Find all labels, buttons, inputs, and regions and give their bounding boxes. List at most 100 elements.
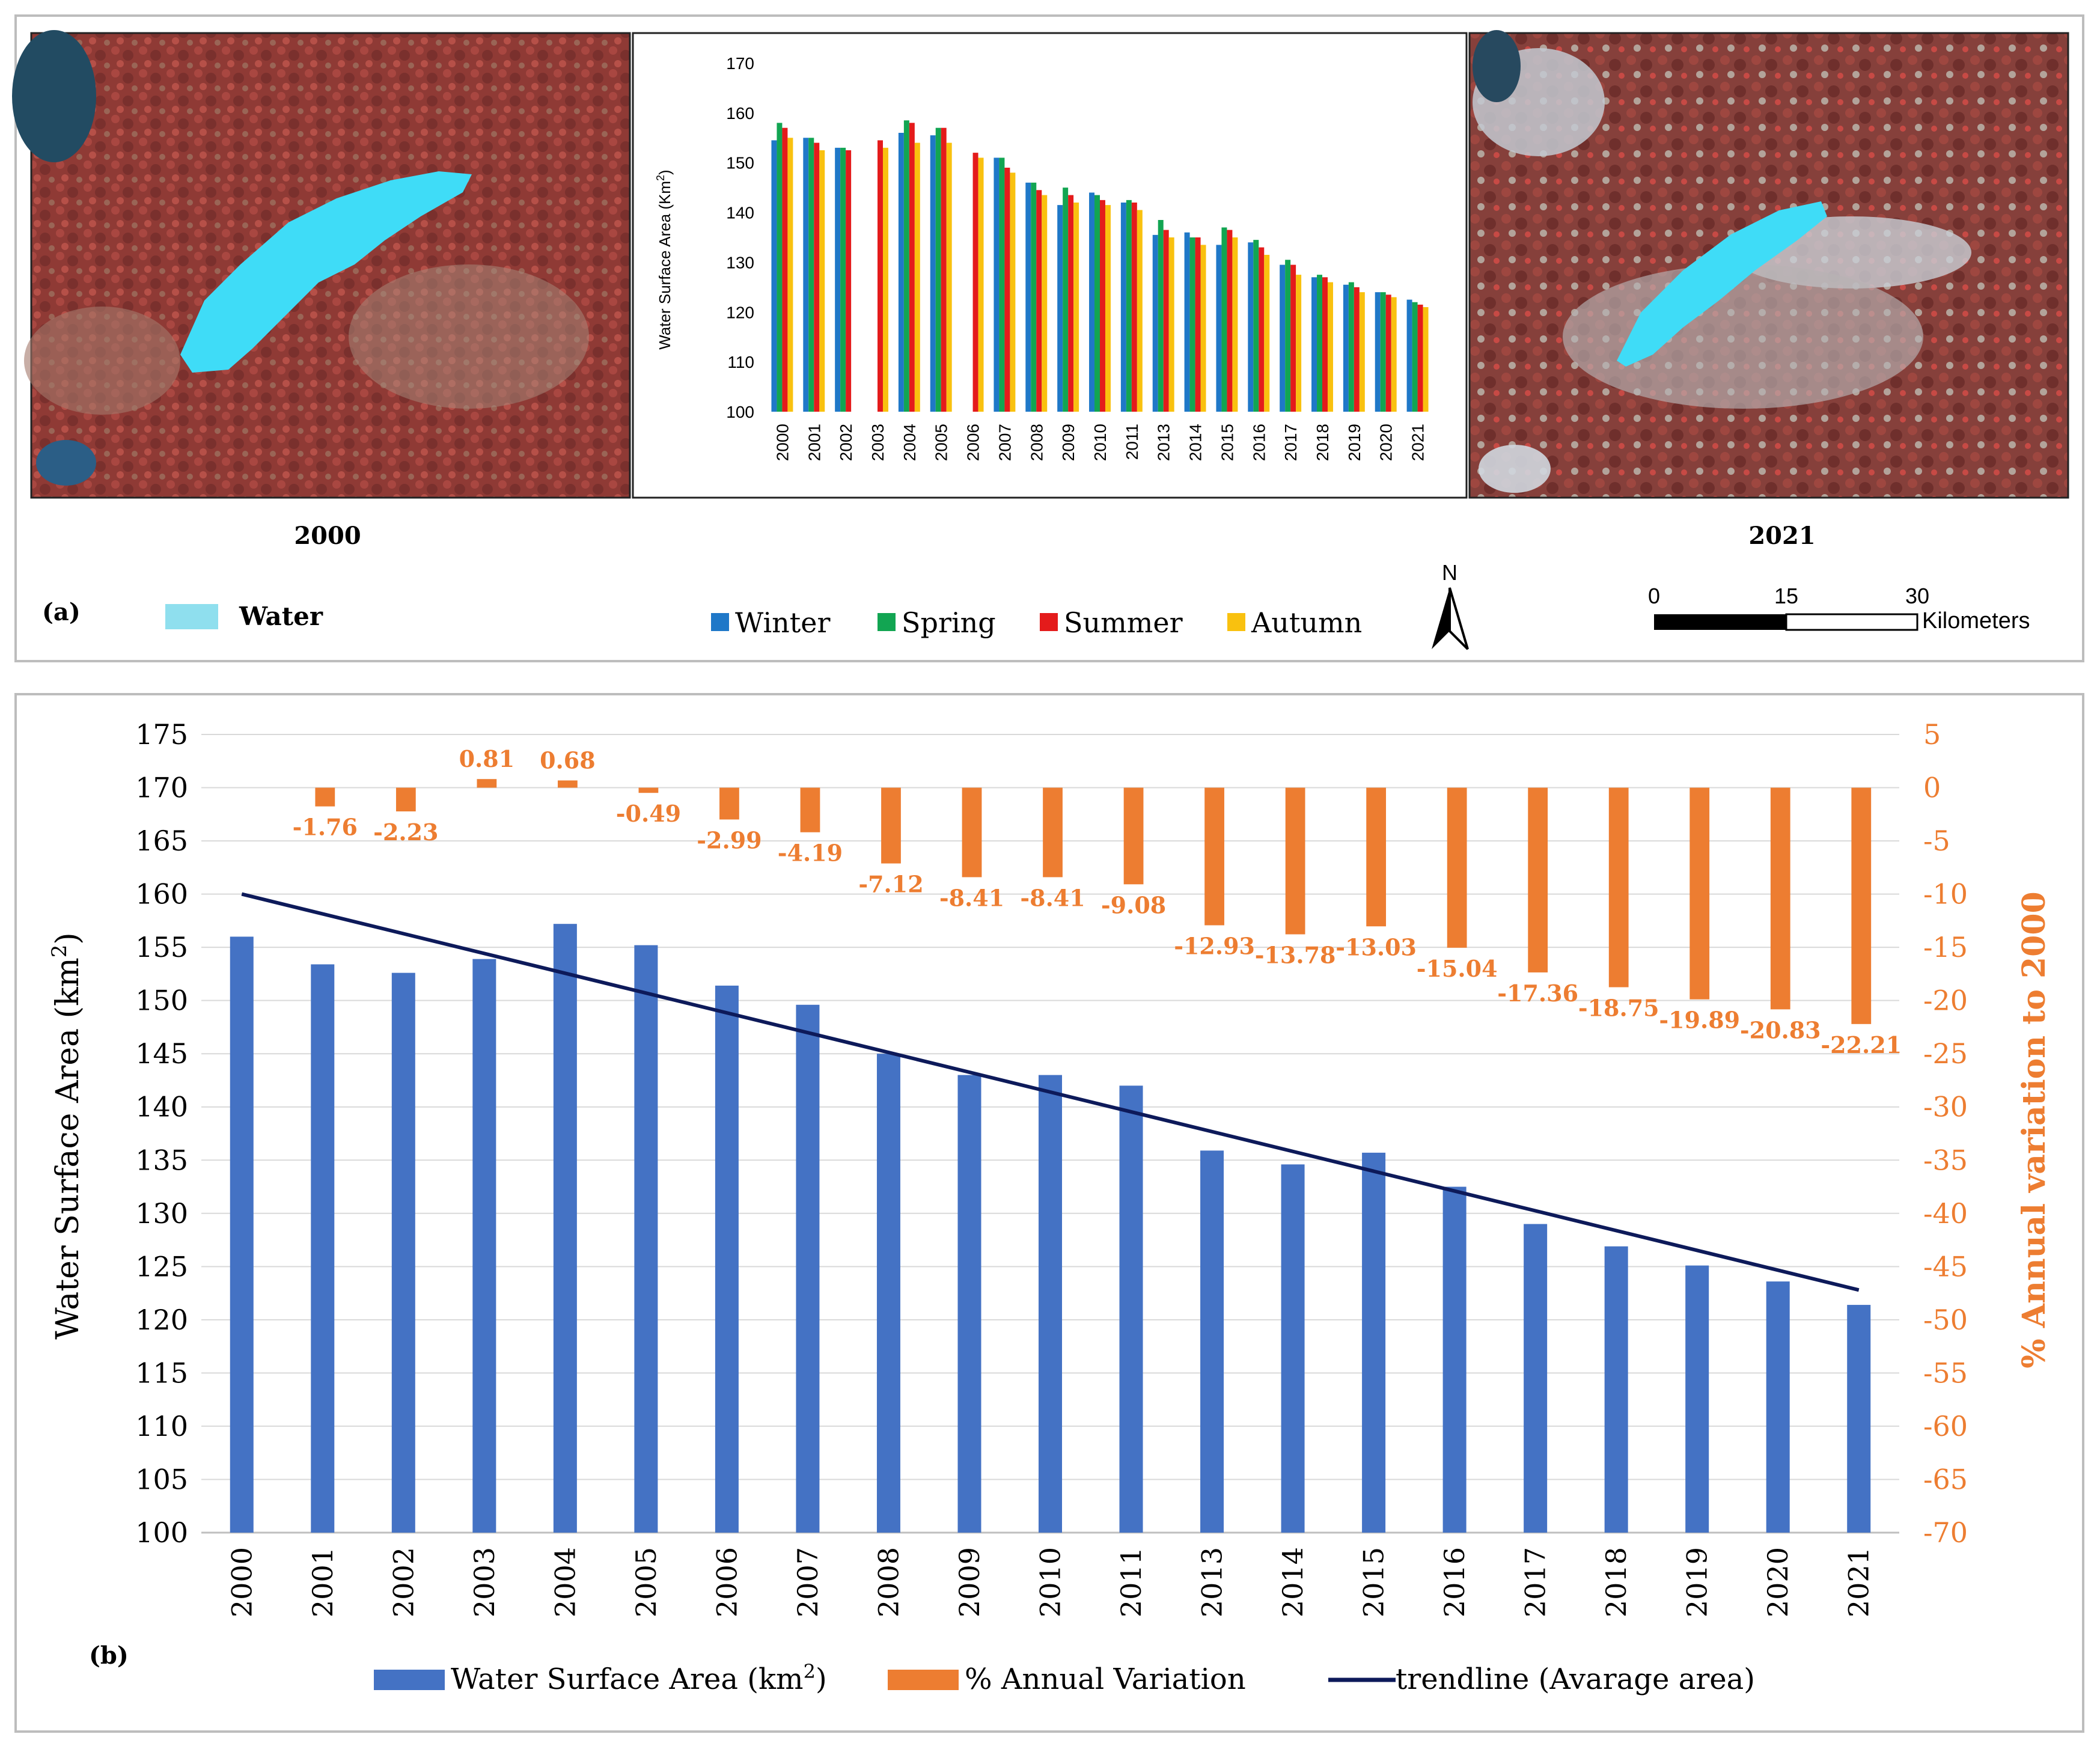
seasonal-x-tick-label: 2017 (1281, 424, 1300, 461)
main-y-tick-label: 125 (135, 1250, 188, 1283)
seasonal-bar-spring (999, 157, 1005, 412)
seasonal-bar-winter (1311, 277, 1317, 412)
area-bar (1362, 1152, 1386, 1533)
main-x-tick-label: 2001 (307, 1547, 339, 1617)
area-bar (391, 972, 415, 1533)
area-bar (553, 924, 577, 1533)
main-y2-tick-label: -5 (1923, 825, 1950, 857)
seasonal-bar-winter (1152, 234, 1158, 412)
seasonal-bar-winter (930, 135, 936, 412)
variation-data-label: -13.78 (1255, 942, 1336, 969)
main-x-tick-label: 2017 (1519, 1547, 1552, 1617)
seasonal-x-tick-label: 2009 (1059, 424, 1078, 461)
main-y-tick-label: 110 (135, 1410, 188, 1442)
water-body-2021 (1617, 201, 1827, 367)
seasonal-bar-winter (1248, 242, 1254, 412)
seasonal-bar-summer (1259, 247, 1265, 412)
area-bar (1685, 1265, 1709, 1533)
scale-tick-15: 15 (1774, 584, 1798, 608)
legend-label-winter: Winter (735, 606, 831, 639)
main-chart-y-axis-label: Water Surface Area (km2) (47, 932, 86, 1339)
seasonal-bar-winter (1216, 245, 1222, 412)
variation-bar (719, 787, 739, 820)
area-bar (876, 1054, 900, 1533)
variation-data-label: 0.81 (459, 745, 515, 772)
water-body-2000 (180, 171, 472, 373)
trendline (241, 892, 1860, 1292)
area-bar (957, 1075, 981, 1533)
seasonal-bar-summer (972, 153, 978, 412)
seasonal-bar-spring (777, 123, 783, 412)
seasonal-bar-autumn (1137, 210, 1143, 412)
scale-tick-0: 0 (1648, 584, 1660, 608)
area-bar (1038, 1075, 1063, 1533)
seasonal-x-tick-label: 2018 (1313, 424, 1332, 461)
main-x-tick-label: 2007 (792, 1547, 824, 1617)
main-x-tick-label: 2002 (387, 1547, 420, 1617)
legend-label-trendline: trendline (Avarage area) (1396, 1662, 1755, 1696)
main-x-tick-label: 2004 (549, 1547, 581, 1617)
main-x-tick-label: 2008 (872, 1547, 905, 1617)
main-y-tick-label: 150 (135, 984, 188, 1017)
seasonal-bar-winter (994, 157, 1000, 412)
variation-bar (315, 787, 335, 807)
seasonal-bar-autumn (1391, 297, 1397, 412)
variation-bar (477, 779, 497, 788)
variation-bar (1689, 787, 1710, 1000)
area-bar (1442, 1186, 1467, 1533)
seasonal-bar-spring (1094, 195, 1100, 412)
main-y2-tick-label: -65 (1923, 1463, 1968, 1495)
seasonal-x-tick-label: 2003 (868, 424, 887, 461)
seasonal-bar-winter (1089, 192, 1095, 412)
seasonal-x-tick-label: 2001 (805, 424, 823, 461)
seasonal-bar-summer (941, 127, 947, 412)
area-bar (230, 936, 254, 1533)
seasonal-bar-autumn (1010, 172, 1016, 412)
main-x-tick-label: 2010 (1034, 1547, 1067, 1617)
main-x-tick-label: 2000 (225, 1547, 258, 1617)
variation-data-label: -13.03 (1335, 933, 1417, 960)
seasonal-bar-autumn (978, 157, 984, 412)
legend-swatch-spring (878, 613, 896, 631)
satellite-map-2000 (12, 30, 631, 499)
seasonal-bar-summer (1290, 264, 1296, 412)
seasonal-bar-summer (1036, 190, 1042, 412)
variation-data-label: -8.41 (939, 884, 1004, 911)
variation-bar (558, 780, 578, 788)
seasonal-x-tick-label: 2011 (1123, 424, 1141, 460)
main-x-tick-label: 2021 (1843, 1547, 1875, 1617)
water-legend-swatch (165, 604, 218, 629)
legend-label-autumn: Autumn (1251, 606, 1362, 639)
seasonal-y-tick-label: 100 (726, 403, 754, 421)
seasonal-bar-summer (1322, 277, 1328, 412)
area-bar (1281, 1164, 1305, 1533)
area-bar (634, 945, 658, 1533)
seasonal-bar-winter (1184, 232, 1190, 412)
seasonal-y-tick-label: 150 (726, 154, 754, 172)
panel-a-label: (a) (42, 598, 81, 626)
variation-bar (1528, 787, 1548, 972)
variation-data-label: 0.68 (540, 746, 596, 774)
variation-data-label: -4.19 (778, 840, 843, 867)
seasonal-bar-spring (840, 147, 846, 412)
seasonal-bar-autumn (1042, 195, 1048, 412)
scale-bar: 0 15 30 Kilometers (1648, 584, 2030, 633)
seasonal-y-tick-label: 170 (726, 54, 754, 73)
seasonal-x-tick-label: 2005 (932, 424, 951, 461)
seasonal-bar-spring (808, 138, 814, 412)
seasonal-bar-spring (1348, 282, 1354, 412)
seasonal-x-tick-label: 2019 (1345, 424, 1364, 461)
seasonal-bar-winter (1120, 203, 1126, 412)
annual-area-chart: 100 105 110 115 120 125 130 135 140 145 150 155 160 1… (135, 718, 1968, 1617)
seasonal-x-tick-label: 2015 (1218, 424, 1236, 461)
main-chart-y2-axis-label: % Annual variation to 2000 (2016, 891, 2053, 1368)
variation-data-label: -2.23 (373, 819, 438, 846)
north-label: N (1442, 560, 1457, 585)
legend-swatch-variation (888, 1670, 959, 1690)
main-x-tick-label: 2018 (1600, 1547, 1632, 1617)
variation-data-label: -15.04 (1417, 955, 1498, 982)
scale-tick-30: 30 (1905, 584, 1929, 608)
legend-label-spring: Spring (902, 606, 996, 639)
main-y-tick-label: 130 (135, 1197, 188, 1230)
area-bar (1847, 1305, 1871, 1533)
